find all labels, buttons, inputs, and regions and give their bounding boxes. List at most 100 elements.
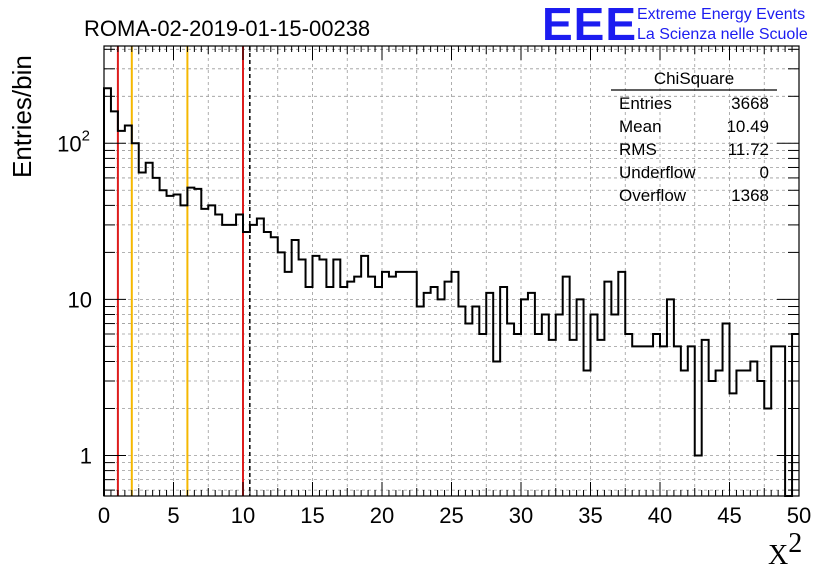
histogram-bin [104,88,111,496]
histogram-bin [118,131,125,496]
stats-value: 0 [760,163,769,182]
histogram-bins [103,87,799,497]
histogram-bin [646,346,653,496]
histogram-bin [264,232,271,496]
stats-label: Underflow [619,163,696,182]
histogram-bin [326,287,333,496]
stats-value: 3668 [731,94,769,113]
histogram-bin [660,346,667,496]
histogram-bin [757,381,764,496]
histogram-bin [667,299,674,496]
histogram-bin [340,287,347,496]
histogram-bin [236,214,243,496]
histogram-bin [458,307,465,496]
axis-ticks [103,46,800,496]
x-tick-labels: 0 5 10 15 20 25 30 35 40 45 50 [98,503,811,528]
eee-logo-acronym: EEE [542,0,637,50]
histogram-bin [750,361,757,496]
histogram-bin [180,205,187,496]
histogram-bin [417,307,424,496]
stats-rows: Entries 3668 Mean 10.49 RMS 11.72 Underflow 0 Ov… [619,94,769,205]
chart-title: ROMA-02-2019-01-15-00238 [84,16,370,41]
stats-value: 1368 [731,186,769,205]
histogram-bin [764,408,771,496]
y-tick-label-sup: 2 [82,127,90,144]
x-tick-label: 40 [648,503,672,528]
histogram-bin [778,346,785,496]
histogram-bin [723,324,730,496]
histogram-bin [431,287,438,496]
x-tick-label: 45 [717,503,741,528]
x-tick-label: 25 [439,503,463,528]
histogram-bin [514,334,521,496]
histogram-bin [702,340,709,496]
histogram-outline [103,87,799,497]
histogram-bin [445,282,452,496]
histogram-bin [215,214,222,496]
y-tick-label: 1 [80,443,92,468]
histogram-bin [306,287,313,496]
histogram-bin [194,189,201,496]
histogram-bin [563,277,570,496]
histogram-bin [604,282,611,496]
histogram-bin [257,218,264,496]
histogram-bin [591,315,598,496]
histogram-bin [438,299,445,496]
histogram-bin [174,194,181,496]
histogram-bin [187,188,194,496]
histogram-bin [389,277,396,496]
histogram-bin [313,256,320,496]
x-tick-label: 5 [167,503,179,528]
histogram-bin [465,324,472,496]
x-tick-label: 30 [509,503,533,528]
histogram-bin [688,346,695,496]
histogram-bin [278,252,285,496]
stats-value: 11.72 [728,140,769,159]
stats-label: Mean [619,117,662,136]
y-axis-label: Entries/bin [7,55,37,178]
histogram-bin [674,346,681,496]
histogram-bin [299,260,306,496]
stats-title: ChiSquare [654,69,734,88]
stats-label: Entries [619,94,672,113]
histogram-bin [681,371,688,496]
y-tick-labels: 1 10 102 [57,127,92,468]
histogram-bin [625,334,632,496]
grid [104,46,799,496]
y-tick-label: 102 [57,127,90,156]
histogram-bin [375,287,382,496]
x-axis-label-base: X [768,540,788,571]
histogram-bin [611,315,618,496]
x-tick-label: 50 [787,503,811,528]
histogram-bin [208,205,215,496]
histogram-bin [319,260,326,496]
stats-box: ChiSquare Entries 3668 Mean 10.49 RMS 11.72 Un… [611,69,777,205]
histogram-bin [716,371,723,496]
x-tick-label: 10 [231,503,255,528]
eee-logo-line2: La Scienza nelle Scuole [637,26,808,43]
histogram-bin [153,178,160,496]
histogram-bin [521,299,528,496]
histogram-bin [361,256,368,496]
histogram-bin [653,334,660,496]
histogram-bin [354,277,361,496]
histogram-bin [639,346,646,496]
histogram-bin [201,209,208,496]
histogram-bin [549,340,556,496]
histogram-bin [736,371,743,496]
histogram-bin [577,299,584,496]
histogram-bin [472,307,479,496]
histogram-bin [535,334,542,496]
histogram-bin [333,260,340,496]
histogram-bin [584,371,591,496]
y-tick-label: 10 [68,287,92,312]
eee-logo-line1: Extreme Energy Events [637,6,805,23]
histogram-bin [507,324,514,496]
histogram-bin [542,315,549,496]
histogram-bin [160,190,167,496]
x-tick-label: 35 [578,503,602,528]
histogram-bin [347,282,354,496]
histogram-bin [243,232,250,496]
histogram-bin [292,240,299,496]
histogram-bin [132,143,139,496]
